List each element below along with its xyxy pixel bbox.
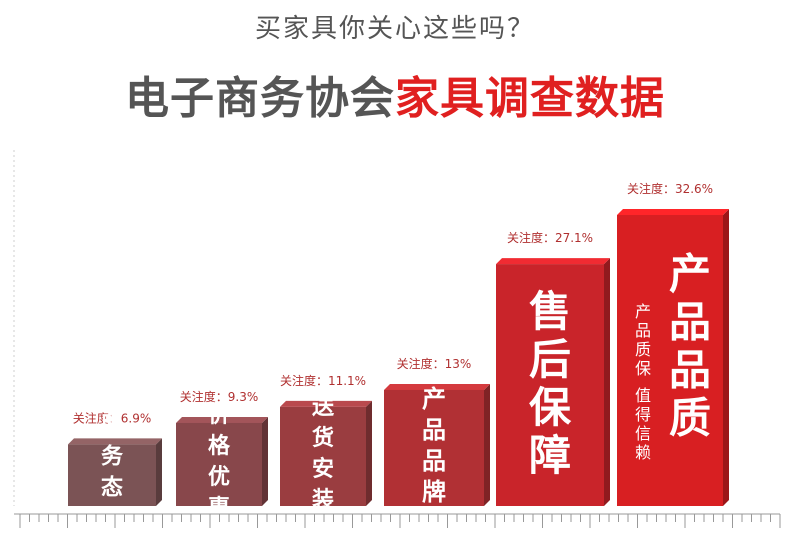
title-part-org: 电子商务协会 [125, 73, 395, 124]
bar-2 [280, 406, 366, 506]
category-label-5-char: 产 [669, 250, 711, 299]
sublabel-char: 产 [635, 302, 651, 321]
category-label-1-char: 价 [208, 403, 231, 428]
sublabel-char: 质 [635, 340, 651, 359]
category-label-2-char: 安 [312, 456, 334, 482]
category-label-4-char: 障 [529, 431, 571, 480]
category-label-4-char: 售 [529, 287, 571, 336]
category-label-2-char: 装 [312, 488, 334, 513]
bar-top-4 [496, 258, 610, 265]
bar-top-1 [176, 416, 268, 423]
category-label-1-char: 惠 [208, 496, 230, 521]
category-label-0-char: 服 [101, 414, 124, 439]
sublabel-char: 保 [635, 359, 651, 378]
sublabel-char: 品 [635, 321, 651, 340]
sublabel-char: 值 [635, 386, 651, 405]
bar-0 [68, 444, 156, 506]
category-label-3-char: 牌 [422, 478, 446, 506]
category-label-2-char: 送 [312, 394, 334, 420]
value-label-5: 关注度：32.6% [627, 181, 713, 196]
bar-3 [384, 389, 484, 506]
bar-side-2 [366, 400, 372, 506]
category-label-3-char: 品 [422, 447, 446, 475]
bar-top-2 [280, 400, 372, 407]
bar-1 [176, 422, 262, 506]
value-label-2: 关注度：11.1% [280, 373, 366, 388]
bar-side-1 [262, 416, 268, 506]
bar-4 [496, 264, 604, 506]
category-label-3-char: 产 [422, 385, 446, 413]
bar-top-3 [384, 383, 490, 390]
title-part-topic: 家具调查数据 [395, 73, 665, 124]
bar-side-0 [156, 438, 162, 506]
category-label-1-char: 格 [208, 433, 231, 459]
bar-top-0 [68, 438, 162, 445]
category-label-4-char: 后 [529, 335, 571, 384]
chart-title: 电子商务协会家具调查数据 [0, 62, 790, 126]
sublabel-char: 得 [635, 405, 651, 424]
sublabel-char: 赖 [635, 443, 651, 462]
category-label-1-char: 优 [208, 464, 230, 490]
category-label-5-char: 品 [669, 346, 711, 395]
bar-5 [617, 215, 723, 506]
value-label-4: 关注度：27.1% [507, 230, 593, 245]
value-label-3: 关注度：13% [397, 356, 472, 371]
bar-side-4 [604, 258, 610, 506]
chart-subtitle: 买家具你关心这些吗？ [254, 14, 535, 44]
category-label-0-char: 度 [101, 506, 124, 532]
bar-top-5 [617, 209, 729, 215]
bar-side-3 [484, 383, 490, 506]
bar-side-5 [723, 209, 729, 506]
value-label-0: 关注度：6.9% [73, 410, 152, 425]
category-label-0-char: 务 [101, 445, 124, 470]
category-label-0-char: 态 [101, 475, 123, 501]
category-label-3-char: 品 [422, 416, 446, 444]
sublabel-char: 信 [635, 424, 651, 443]
category-label-4-char: 保 [529, 383, 572, 432]
category-label-2-char: 货 [312, 425, 334, 451]
category-label-5-char: 品 [669, 298, 711, 347]
value-label-1: 关注度：9.3% [180, 389, 259, 404]
category-label-5-char: 质 [669, 394, 711, 443]
